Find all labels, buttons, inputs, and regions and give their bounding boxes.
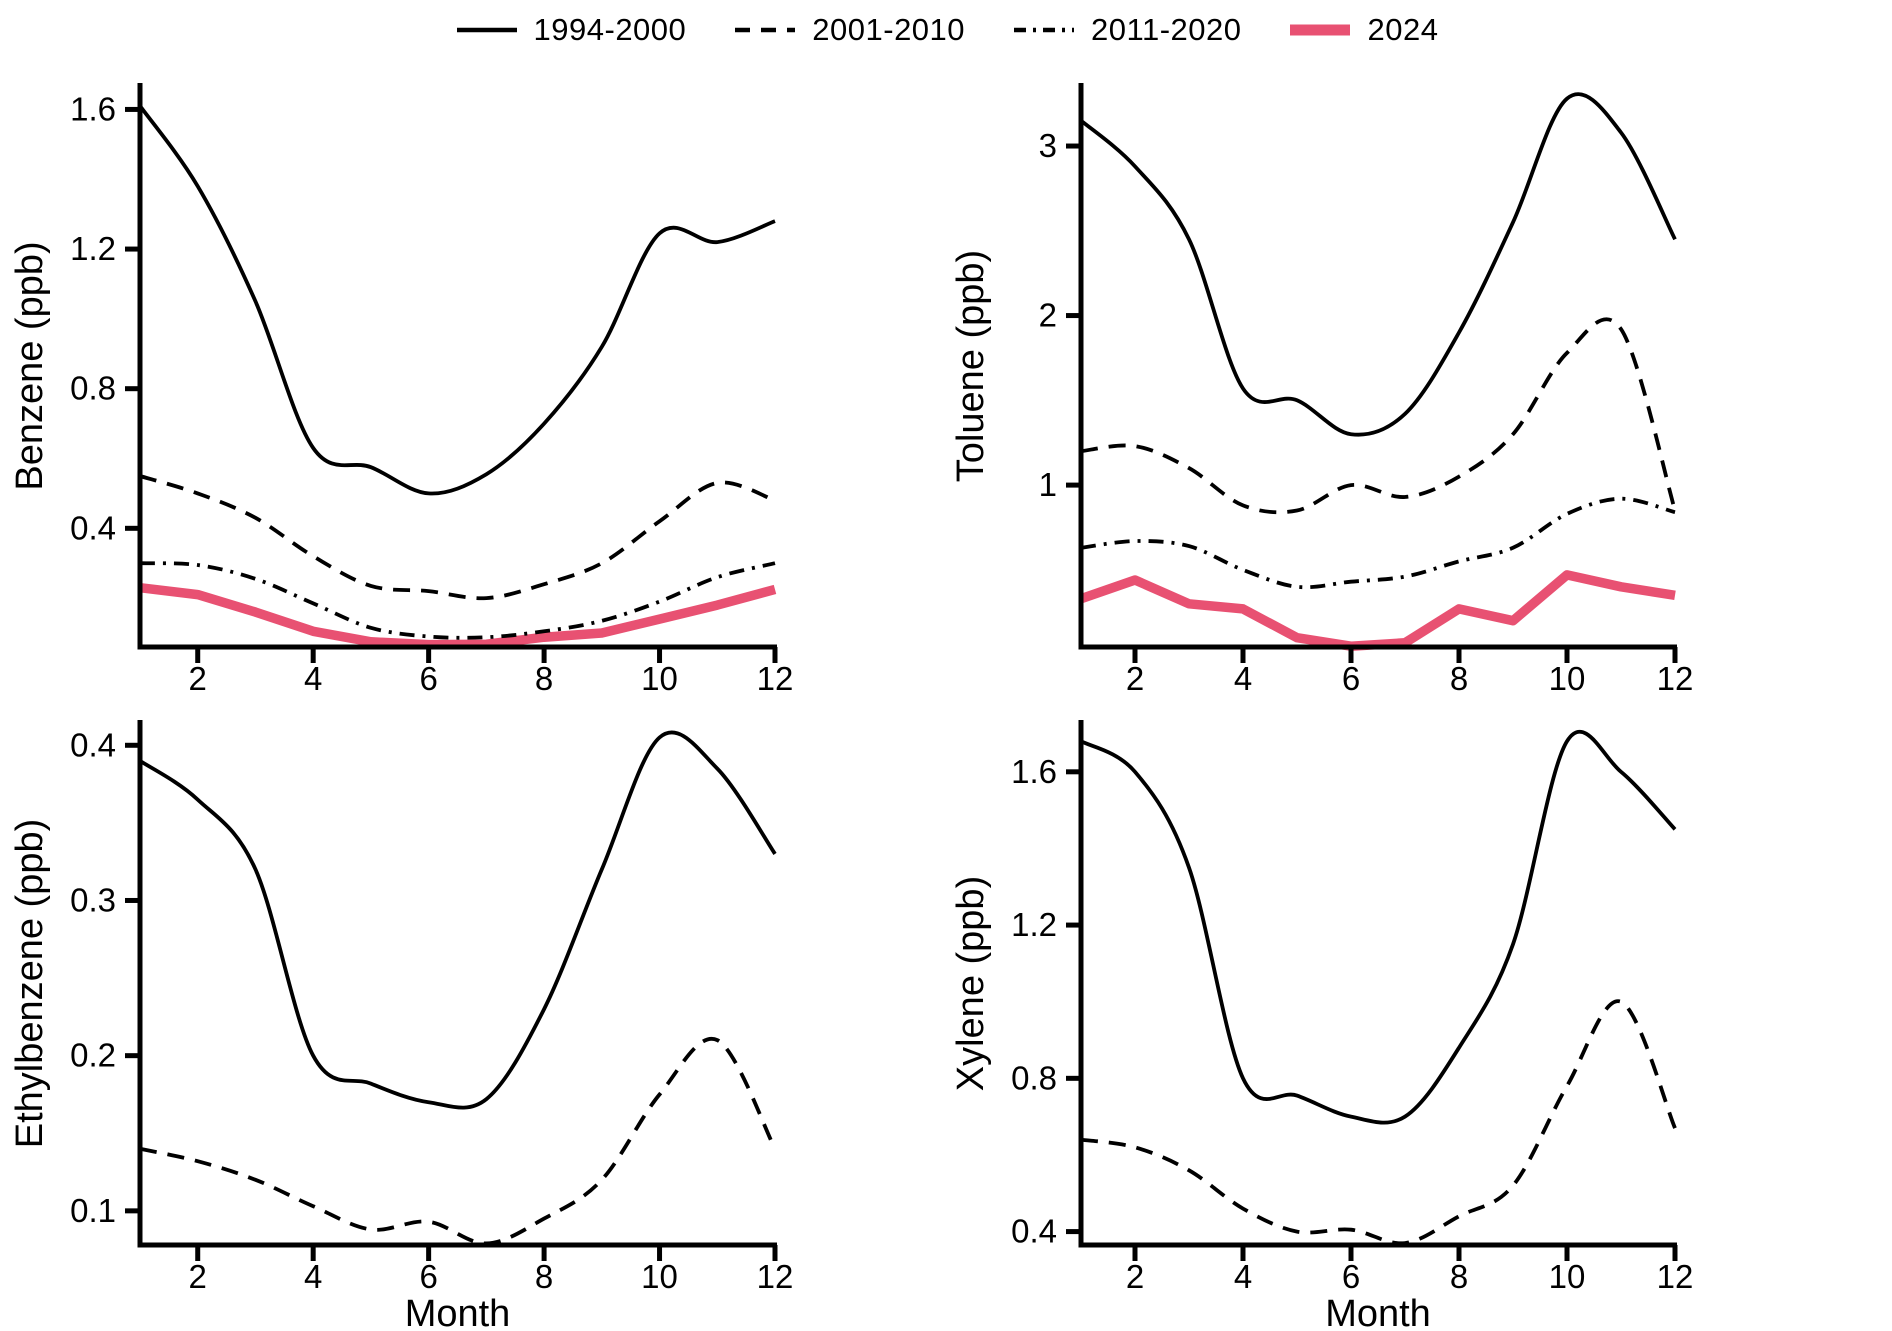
y-tick-label: 0.4 [1011, 1213, 1057, 1250]
y-tick-label: 1.6 [1011, 753, 1057, 790]
x-tick-label: 4 [304, 660, 322, 697]
x-tick-label: 4 [1234, 660, 1252, 697]
x-tick-label: 2 [189, 1258, 207, 1295]
x-tick-label: 10 [641, 1258, 678, 1295]
x-tick-label: 8 [535, 660, 553, 697]
y-axis-title: Xylene (ppb) [950, 876, 992, 1091]
legend-label: 2011-2020 [1091, 12, 1242, 47]
y-axis-title: Toluene (ppb) [950, 250, 992, 482]
x-tick-label: 10 [1549, 1258, 1586, 1295]
dashdot-line-sample-icon [1014, 27, 1075, 33]
x-tick-label: 8 [535, 1258, 553, 1295]
x-tick-label: 12 [1657, 1258, 1694, 1295]
x-tick-label: 2 [189, 660, 207, 697]
x-axis-title: Month [405, 1293, 511, 1331]
pink-line-sample-icon [1290, 24, 1351, 36]
y-tick-label: 2 [1039, 297, 1057, 334]
x-tick-label: 2 [1126, 1258, 1144, 1295]
x-tick-label: 4 [304, 1258, 322, 1295]
y-tick-label: 0.3 [70, 881, 116, 918]
x-tick-label: 8 [1450, 660, 1468, 697]
legend-item-2011-2020: 2011-2020 [1011, 12, 1241, 48]
benzene-chart: 0.4 0.8 1.2 1.6 2 4 6 8 10 12 Benzene (ppb) [9, 83, 794, 697]
legend-label: 1994-2000 [533, 12, 687, 47]
y-tick-label: 0.4 [70, 509, 116, 546]
legend-item-2024: 2024 [1287, 12, 1438, 48]
x-tick-label: 6 [419, 660, 437, 697]
x-tick-label: 2 [1126, 660, 1144, 697]
y-tick-label: 1 [1039, 466, 1057, 503]
legend-label: 2001-2010 [812, 12, 966, 47]
y-tick-label: 1.6 [70, 90, 116, 127]
legend-item-2001-2010: 2001-2010 [732, 12, 965, 48]
x-tick-label: 6 [419, 1258, 437, 1295]
y-tick-label: 0.8 [70, 370, 116, 407]
y-tick-label: 0.1 [70, 1192, 116, 1229]
y-tick-label: 0.8 [1011, 1059, 1057, 1096]
chart-legend: 1994-2000 2001-2010 2011-2020 2024 [0, 4, 1892, 56]
dashed-line-sample-icon [735, 27, 796, 33]
xylene-chart: 0.4 0.8 1.2 1.6 2 4 6 8 10 12 Xylene (ppb) Month [950, 720, 1694, 1331]
y-tick-label: 0.2 [70, 1037, 116, 1074]
y-tick-label: 1.2 [70, 230, 116, 267]
legend-item-1994-2000: 1994-2000 [454, 12, 687, 48]
y-axis-title: Ethylbenzene (ppb) [9, 819, 51, 1149]
x-tick-label: 10 [641, 660, 678, 697]
x-tick-label: 10 [1549, 660, 1586, 697]
y-tick-label: 0.4 [70, 726, 116, 763]
y-tick-label: 3 [1039, 127, 1057, 164]
x-axis-title: Month [1325, 1293, 1431, 1331]
x-tick-label: 4 [1234, 1258, 1252, 1295]
x-tick-label: 12 [1657, 660, 1694, 697]
x-tick-label: 6 [1342, 1258, 1360, 1295]
solid-line-sample-icon [456, 27, 517, 33]
ethylbenzene-chart: 0.1 0.2 0.3 0.4 2 4 6 8 10 12 Ethylbenzene (ppb) Mo… [9, 720, 794, 1331]
x-tick-label: 8 [1450, 1258, 1468, 1295]
x-tick-label: 12 [757, 660, 794, 697]
x-tick-label: 6 [1342, 660, 1360, 697]
y-tick-label: 1.2 [1011, 906, 1057, 943]
x-tick-label: 12 [757, 1258, 794, 1295]
y-axis-title: Benzene (ppb) [9, 241, 51, 490]
legend-label: 2024 [1367, 12, 1439, 47]
